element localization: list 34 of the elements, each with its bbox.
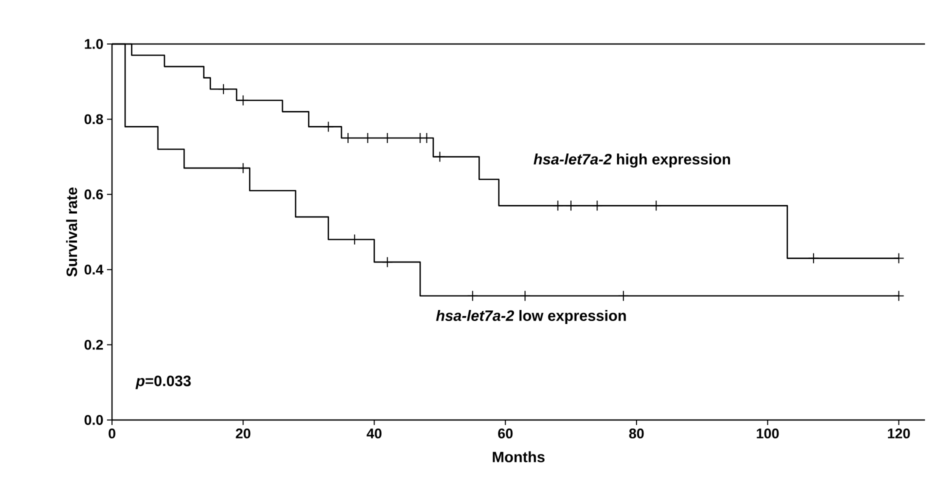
point [650, 200, 662, 212]
y-tick-label: 0.2 [84, 340, 103, 350]
point [238, 162, 249, 174]
y-axis-title: Survival rate [66, 187, 78, 277]
y-tick-label: 0.8 [84, 114, 104, 124]
x-tick-label: 20 [236, 428, 250, 438]
point [893, 290, 904, 302]
x-axis-title: Months [492, 451, 545, 462]
point [520, 290, 531, 302]
point [322, 121, 334, 132]
annotation: p=0.033 [136, 376, 191, 390]
point [218, 84, 229, 95]
point [565, 200, 576, 212]
point [592, 200, 603, 212]
point [467, 290, 478, 302]
y-tick-label: 0.6 [84, 189, 103, 200]
x-tick-label: 120 [888, 428, 910, 438]
y-tick-label: 0.0 [84, 415, 103, 425]
y-tick-label: 1.0 [84, 39, 103, 49]
series-label: hsa-let7a-2 low expression [436, 310, 626, 324]
point [238, 94, 249, 106]
point [382, 256, 393, 268]
x-tick-label: 100 [756, 428, 779, 438]
point [552, 200, 564, 212]
x-tick-label: 60 [498, 428, 513, 438]
x-tick-label: 80 [629, 428, 644, 438]
x-tick-label: 40 [366, 428, 382, 438]
point [434, 151, 446, 162]
point [893, 252, 904, 264]
text: hsa-let7a-2 high expression [534, 154, 730, 168]
point [808, 252, 820, 264]
y-tick-label: 0.4 [84, 264, 104, 275]
point [618, 290, 629, 302]
x-tick-label: 0 [108, 428, 116, 438]
